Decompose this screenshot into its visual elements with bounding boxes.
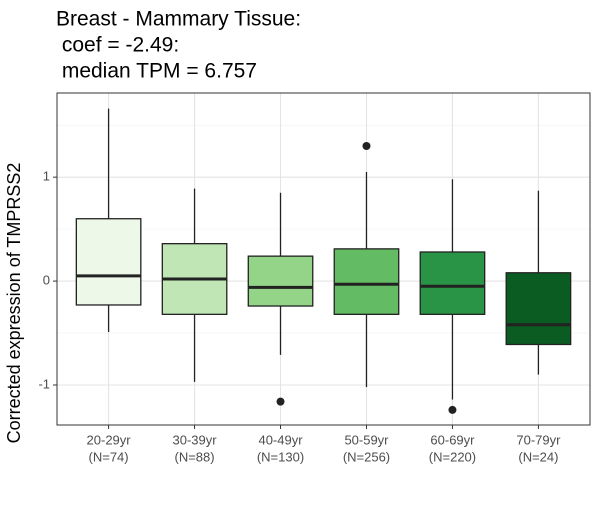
x-tick-count: (N=24): [518, 449, 558, 464]
box: [419, 251, 486, 315]
box: [75, 218, 142, 306]
outlier: [276, 397, 285, 406]
box: [247, 255, 314, 307]
x-tick-label: 50-59yr: [344, 432, 389, 447]
x-tick-count: (N=74): [89, 449, 129, 464]
x-tick-count: (N=130): [257, 449, 304, 464]
y-tick-label: 0: [43, 273, 50, 288]
chart-title: coef = -2.49:: [56, 34, 179, 57]
outlier: [362, 141, 371, 150]
chart-title: Breast - Mammary Tissue:: [56, 8, 301, 31]
y-axis-label: Corrected expression of TMPRSS2: [4, 163, 24, 444]
x-tick-count: (N=256): [343, 449, 390, 464]
x-tick-label: 40-49yr: [258, 432, 303, 447]
panel-border: [56, 92, 591, 426]
box: [505, 272, 572, 346]
y-tick-label: 1: [43, 169, 50, 184]
x-tick-label: 60-69yr: [430, 432, 475, 447]
chart-title: median TPM = 6.757: [56, 60, 257, 83]
box: [333, 248, 400, 315]
x-tick-count: (N=88): [174, 449, 214, 464]
y-tick-label: -1: [38, 376, 50, 391]
x-tick-label: 30-39yr: [173, 432, 218, 447]
x-tick-count: (N=220): [429, 449, 476, 464]
x-tick-label: 70-79yr: [516, 432, 561, 447]
outlier: [448, 405, 457, 414]
x-tick-label: 20-29yr: [87, 432, 132, 447]
